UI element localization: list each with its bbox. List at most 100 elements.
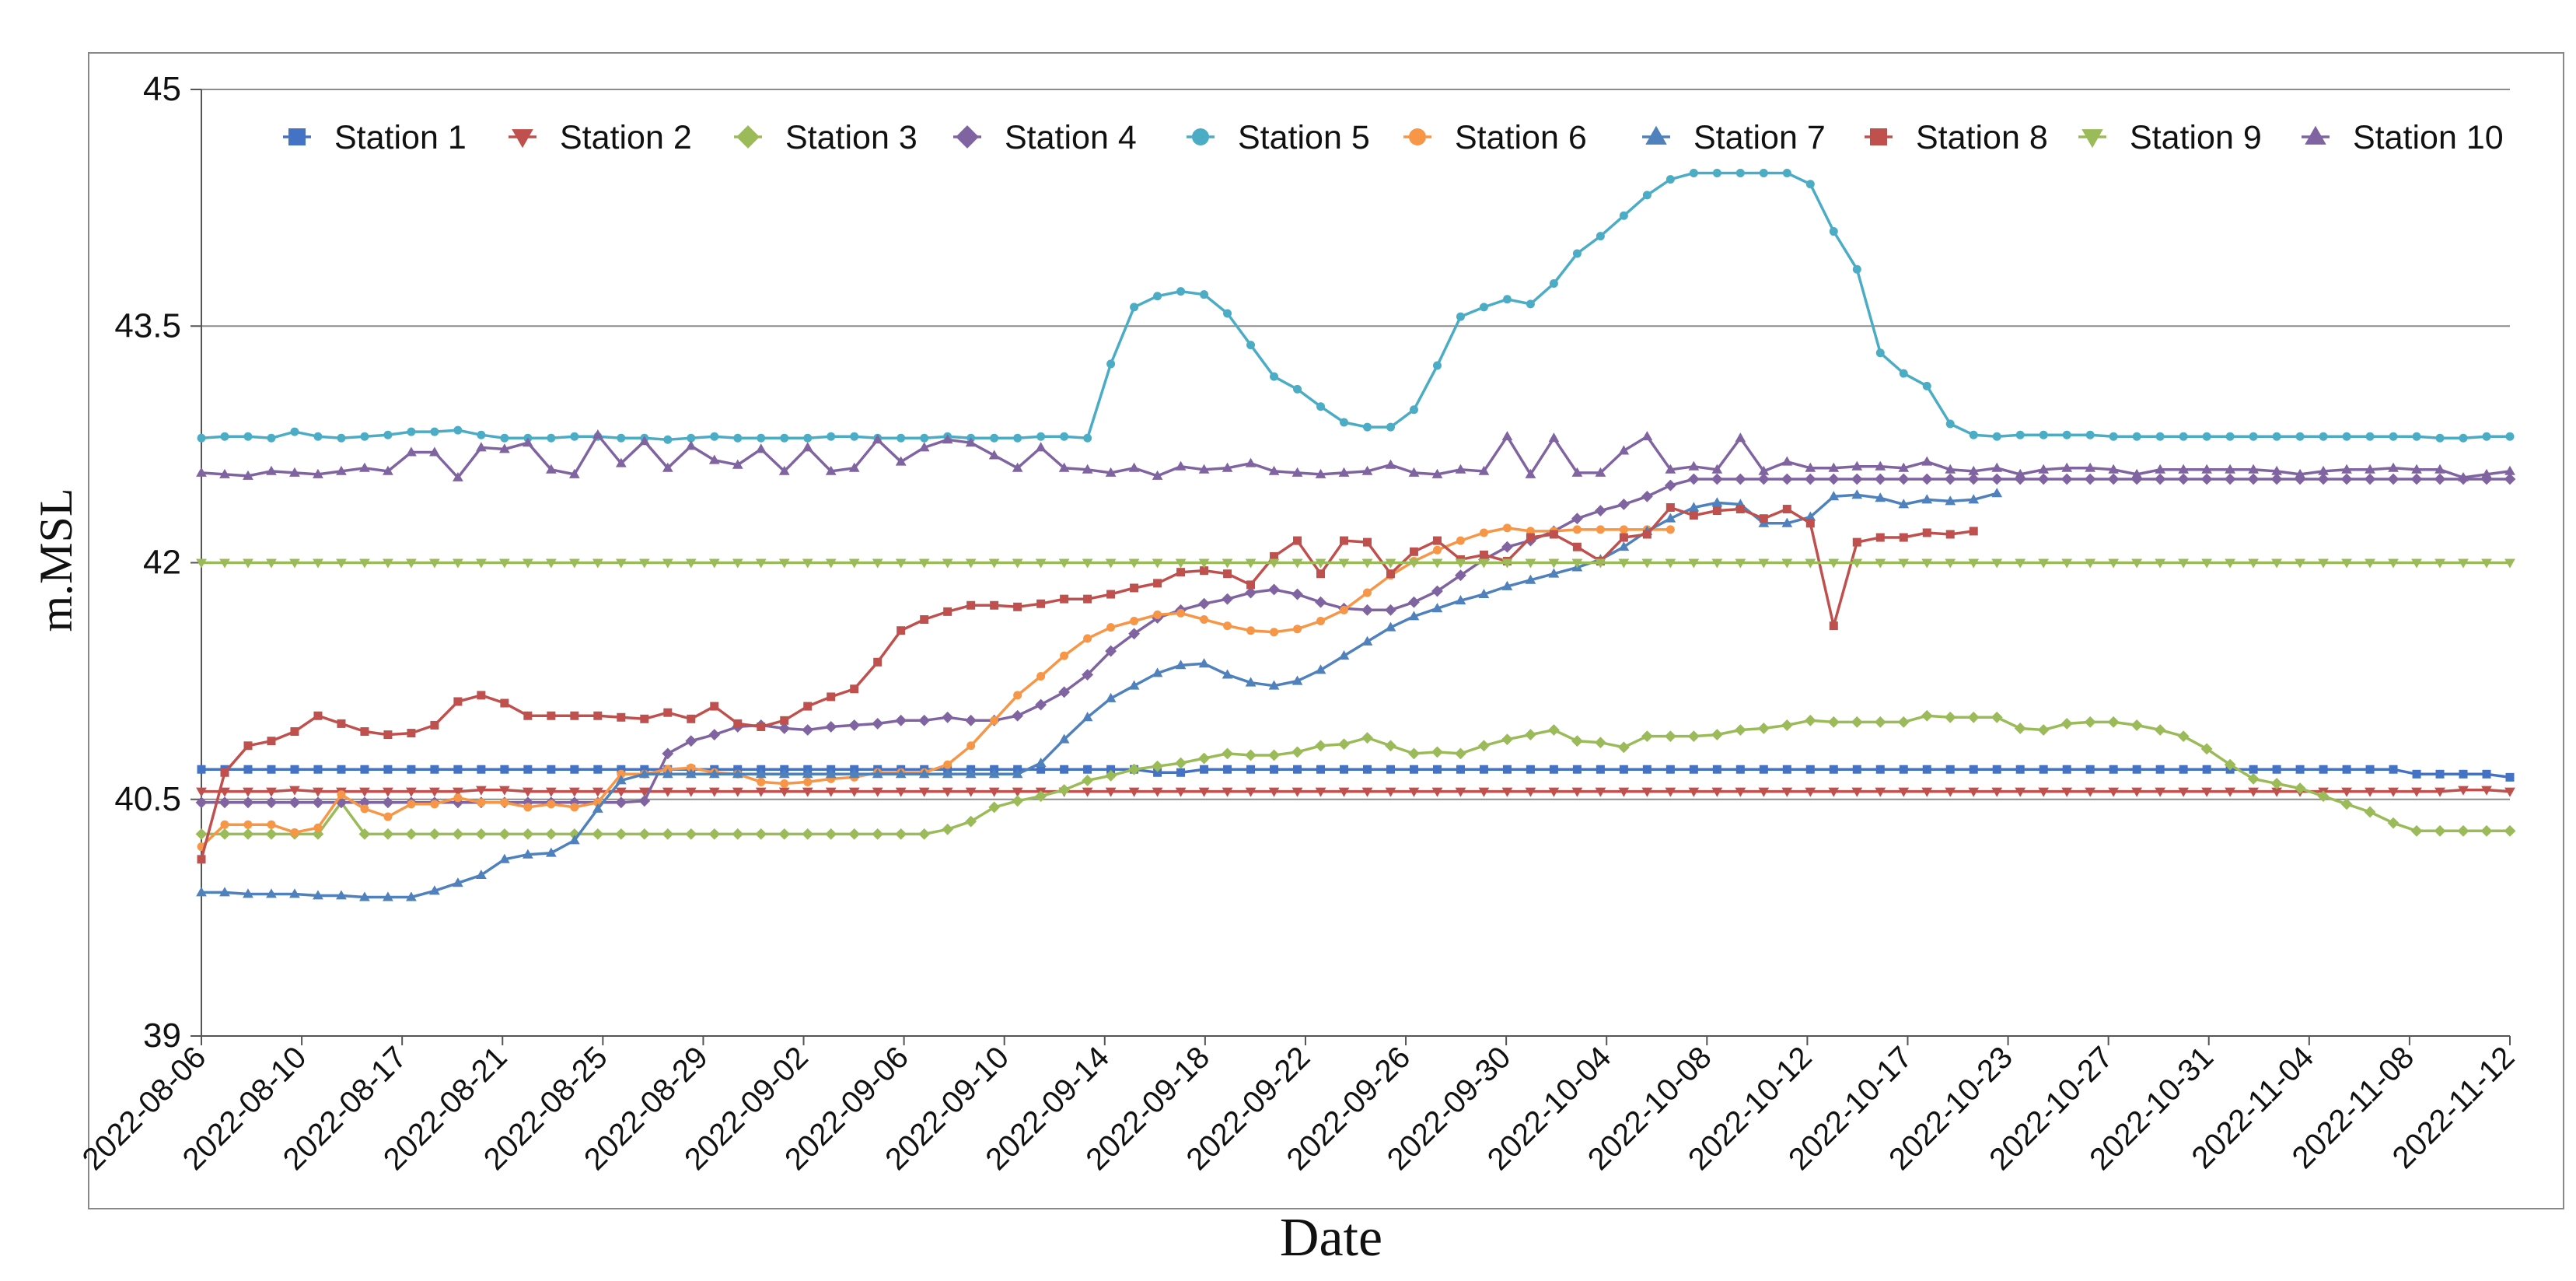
data-point <box>662 558 673 569</box>
data-point <box>2270 473 2283 485</box>
data-point <box>1246 626 1256 635</box>
data-point <box>2248 464 2259 474</box>
data-point <box>1362 765 1372 774</box>
data-point <box>1012 709 1024 722</box>
data-point <box>1548 432 1560 443</box>
data-point <box>568 468 580 478</box>
data-point <box>383 765 393 774</box>
data-point <box>872 828 884 840</box>
data-point <box>2200 743 2213 755</box>
data-point <box>1641 490 1653 502</box>
data-point <box>2435 433 2445 443</box>
data-point <box>219 787 230 797</box>
data-point <box>1223 569 1232 579</box>
data-point <box>289 467 300 477</box>
data-point <box>243 558 253 569</box>
data-point <box>498 786 510 796</box>
legend-label: Station 4 <box>1005 119 1137 156</box>
series-layer <box>195 169 2516 901</box>
data-point <box>942 768 953 779</box>
data-point <box>1105 645 1117 657</box>
data-point <box>1361 732 1373 744</box>
data-point <box>755 828 767 840</box>
data-point <box>1945 464 1956 474</box>
data-point <box>1013 433 1022 443</box>
data-point <box>2434 824 2446 837</box>
data-point <box>2434 473 2446 485</box>
data-point <box>2038 558 2050 569</box>
data-point <box>1619 525 1628 534</box>
data-point <box>290 828 299 837</box>
data-point <box>2155 787 2166 797</box>
data-point <box>383 430 393 439</box>
data-point <box>872 768 883 779</box>
data-point <box>848 828 861 840</box>
data-point <box>358 796 371 809</box>
data-point <box>708 558 720 569</box>
data-point <box>990 716 999 725</box>
data-point <box>218 828 231 840</box>
data-point <box>1829 765 1838 774</box>
data-point <box>290 765 299 774</box>
data-point <box>1525 574 1536 584</box>
data-point <box>1083 634 1092 643</box>
data-point <box>710 702 719 711</box>
data-point <box>1128 763 1141 775</box>
data-point <box>407 729 416 738</box>
data-point <box>2014 473 2026 485</box>
data-point <box>1035 442 1047 452</box>
data-point <box>1340 418 1349 427</box>
data-point <box>1991 462 2003 472</box>
data-point <box>592 787 603 797</box>
data-point <box>780 716 789 725</box>
data-point <box>990 433 999 443</box>
data-point <box>312 796 324 809</box>
data-point <box>757 433 766 443</box>
data-point <box>477 798 486 807</box>
data-point <box>1921 473 1933 485</box>
data-point <box>1152 760 1164 772</box>
data-point <box>428 828 441 840</box>
data-point <box>2504 824 2516 837</box>
data-point <box>243 432 253 441</box>
data-point <box>1688 558 1700 569</box>
data-point <box>313 711 323 720</box>
data-point <box>2038 464 2050 474</box>
data-point <box>2201 464 2213 474</box>
data-point <box>1082 669 1094 681</box>
data-point <box>662 768 673 779</box>
data-point <box>2272 765 2281 774</box>
data-point <box>1361 465 1373 475</box>
data-point <box>197 433 206 443</box>
data-point <box>1315 664 1326 674</box>
data-point <box>825 465 837 475</box>
data-point <box>803 777 813 786</box>
data-point <box>2365 787 2375 797</box>
data-point <box>290 427 299 436</box>
data-point <box>2015 468 2026 478</box>
data-point <box>545 558 557 569</box>
data-point <box>220 820 229 829</box>
data-point <box>1968 558 1980 569</box>
data-point <box>337 719 346 728</box>
data-point <box>1455 787 1466 797</box>
data-point <box>1851 787 1863 797</box>
data-point <box>313 558 323 569</box>
data-point <box>1128 787 1140 797</box>
data-point <box>1687 730 1700 743</box>
data-point <box>592 803 603 813</box>
data-point <box>2272 432 2281 441</box>
y-tick-label: 45 <box>143 70 181 108</box>
data-point <box>1641 431 1653 441</box>
data-point <box>1665 175 1675 184</box>
data-point <box>757 777 766 786</box>
data-point <box>570 432 579 441</box>
data-point <box>2177 473 2190 485</box>
data-point <box>2458 558 2469 569</box>
data-point <box>2224 758 2236 771</box>
data-point <box>2130 719 2143 731</box>
data-point <box>1200 290 1209 299</box>
data-point <box>430 720 439 730</box>
data-point <box>1058 686 1071 698</box>
